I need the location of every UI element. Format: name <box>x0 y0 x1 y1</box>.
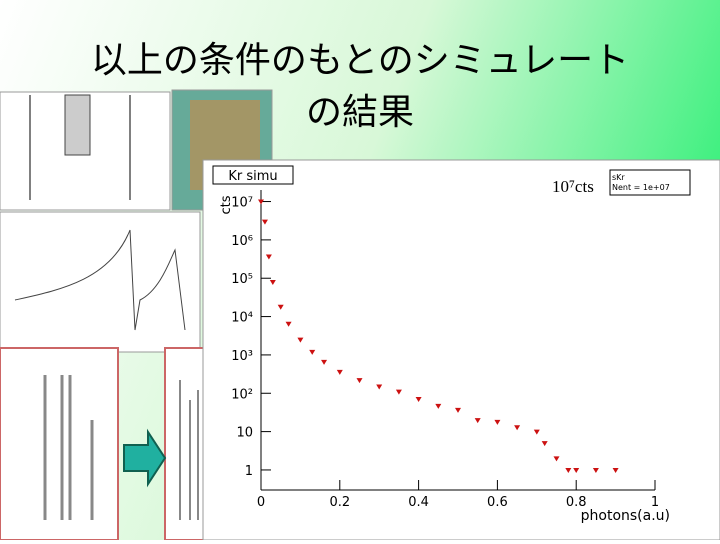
stats-box <box>609 169 691 196</box>
point <box>376 384 383 390</box>
point <box>356 378 363 384</box>
y-tick-label: 10 <box>236 426 253 441</box>
y-axis-label: cts <box>219 195 234 214</box>
x-tick-label: 1 <box>651 495 659 510</box>
y-tick-label: 10⁵ <box>231 272 253 287</box>
x-tick-label: 0 <box>257 495 265 510</box>
point <box>435 403 442 409</box>
y-tick-label: 10⁴ <box>231 311 253 326</box>
point <box>514 425 521 431</box>
y-tick-label: 10² <box>231 387 253 402</box>
title-box <box>212 165 294 185</box>
point <box>541 441 548 447</box>
x-tick-label: 0.2 <box>329 495 350 510</box>
point <box>415 396 422 402</box>
point <box>261 219 268 225</box>
x-axis-label: photons(a.u) <box>581 508 670 524</box>
thumbnails <box>0 89 273 541</box>
point <box>395 389 402 395</box>
stats-title: sKr <box>612 173 625 182</box>
point <box>553 456 560 462</box>
y-tick-label: 10⁷ <box>231 196 253 211</box>
point <box>592 467 599 473</box>
x-tick-label: 0.6 <box>487 495 508 510</box>
point <box>573 467 580 473</box>
slide-title: 以上の条件のもとのシミュレート <box>91 40 629 81</box>
chart-panel <box>202 159 720 541</box>
point <box>309 349 316 355</box>
point <box>494 419 501 425</box>
point <box>265 254 272 260</box>
y-tick-label: 10⁶ <box>231 234 253 249</box>
point <box>612 467 619 473</box>
x-tick-label: 0.4 <box>408 495 429 510</box>
y-tick-label: 1 <box>245 464 253 479</box>
point <box>258 199 264 205</box>
point <box>277 304 284 310</box>
point <box>533 429 540 435</box>
chart-title: Kr simu <box>228 169 277 184</box>
point <box>285 321 292 327</box>
annotation: 10⁷cts <box>552 177 594 196</box>
point <box>474 418 481 424</box>
slide-title: の結果 <box>306 92 414 133</box>
point <box>321 359 328 365</box>
stats-text: Nent = 1e+07 <box>612 183 670 192</box>
y-tick-label: 10³ <box>231 349 253 364</box>
x-tick-label: 0.8 <box>566 495 587 510</box>
point <box>336 369 343 375</box>
point <box>269 279 276 285</box>
point <box>297 337 304 343</box>
point <box>565 467 572 473</box>
point <box>455 407 461 413</box>
